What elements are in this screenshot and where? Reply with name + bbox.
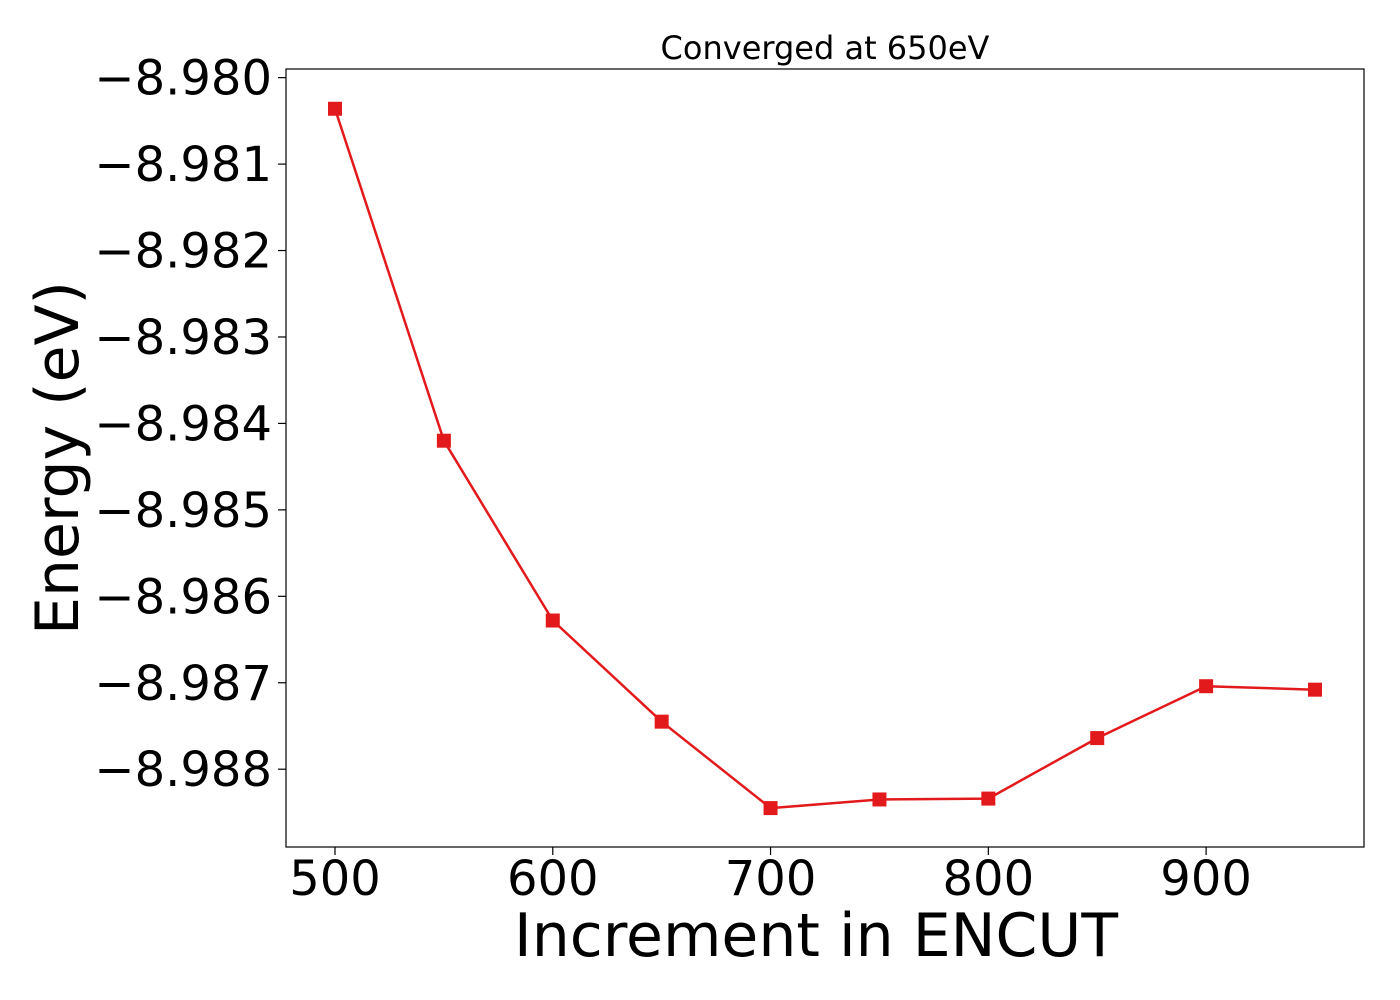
data-point-marker: [654, 714, 669, 729]
y-tick-label: −8.984: [94, 396, 272, 452]
y-axis: −8.980 −8.981 −8.982 −8.983 −8.984 −8.985 −8.9…: [94, 51, 286, 798]
x-tick-label: 600: [507, 851, 599, 907]
data-point-marker: [1090, 731, 1105, 746]
data-point-marker: [545, 613, 560, 628]
data-point-marker: [981, 791, 996, 806]
data-point-marker: [1308, 682, 1322, 697]
data-point-marker: [872, 792, 887, 807]
x-tick-label: 800: [943, 851, 1035, 907]
y-tick-label: −8.988: [94, 742, 272, 798]
x-tick-label: 700: [725, 851, 817, 907]
x-tick-label: 900: [1160, 851, 1252, 907]
y-tick-label: −8.985: [94, 483, 272, 539]
plot-area-frame: [285, 68, 1365, 848]
y-tick-label: −8.987: [94, 656, 272, 712]
x-tick-label: 500: [289, 851, 381, 907]
data-point-marker: [763, 801, 778, 816]
y-tick-label: −8.981: [94, 137, 272, 193]
x-axis-label: Increment in ENCUT: [514, 901, 1118, 971]
series-line: [333, 108, 1316, 810]
y-tick-label: −8.983: [94, 310, 272, 366]
data-point-marker: [1199, 679, 1214, 694]
chart-title: Converged at 650eV: [661, 29, 990, 67]
data-point-marker: [436, 433, 451, 448]
series-layer: [328, 101, 1322, 816]
y-axis-label: Energy (eV): [23, 281, 93, 635]
x-axis: 500 600 700 800 900: [289, 847, 1252, 907]
y-tick-label: −8.986: [94, 569, 272, 625]
y-tick-label: −8.982: [94, 224, 272, 280]
data-point-marker: [328, 101, 342, 116]
y-tick-label: −8.980: [94, 51, 272, 107]
